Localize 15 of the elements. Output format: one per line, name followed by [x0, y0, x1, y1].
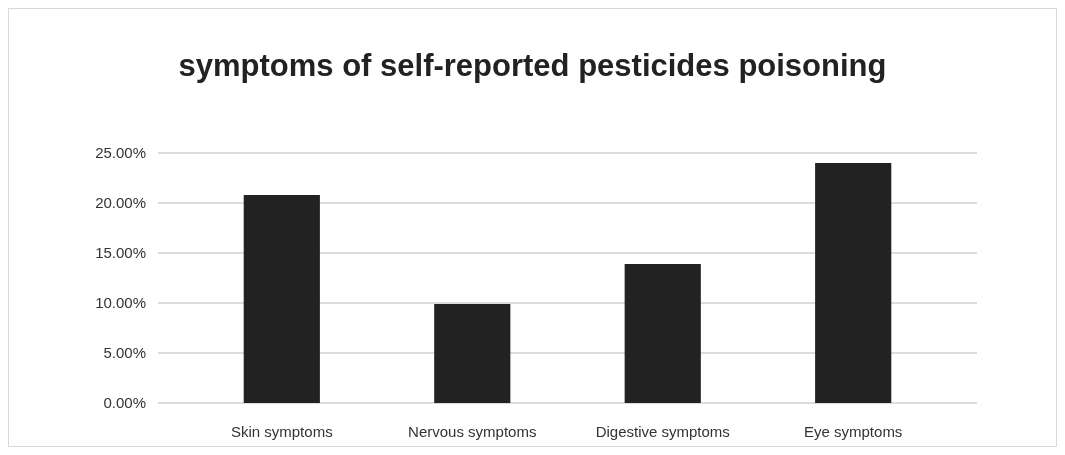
chart-title: symptoms of self-reported pesticides poisoning	[178, 48, 887, 83]
x-tick-label: Digestive symptoms	[595, 423, 730, 440]
y-tick-label: 25.00%	[95, 144, 146, 162]
y-tick-label: 5.00%	[103, 344, 146, 362]
x-tick-label: Eye symptoms	[804, 423, 903, 440]
x-tick-label: Nervous symptoms	[408, 423, 537, 440]
x-tick-label: Skin symptoms	[230, 423, 333, 440]
y-tick-label: 15.00%	[95, 244, 146, 262]
bar	[243, 195, 320, 403]
bar	[815, 163, 892, 403]
bar	[624, 264, 701, 403]
y-tick-label: 20.00%	[95, 194, 146, 212]
y-tick-label: 0.00%	[103, 394, 146, 412]
bar	[434, 304, 511, 403]
y-tick-label: 10.00%	[95, 294, 146, 312]
